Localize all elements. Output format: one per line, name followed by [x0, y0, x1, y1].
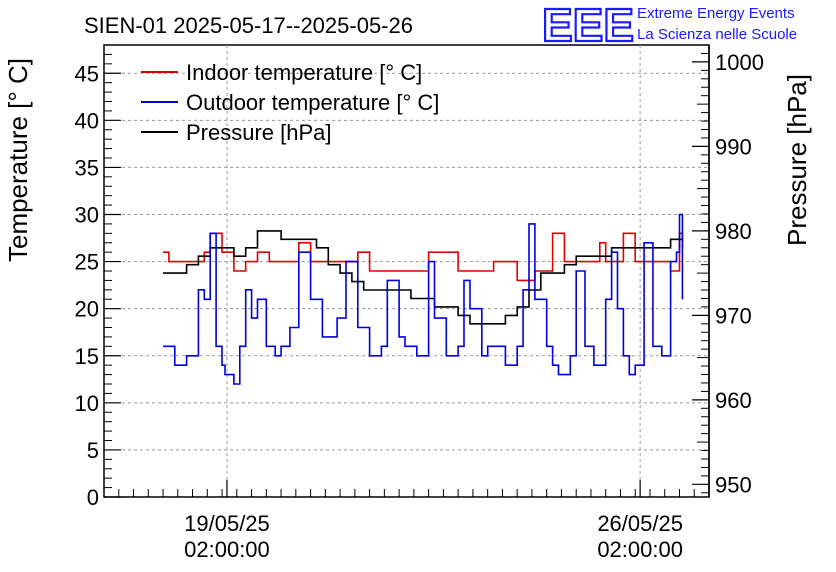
left-tick-label: 0 [87, 485, 99, 510]
left-tick-label: 45 [75, 61, 99, 86]
legend: Indoor temperature [° C] Outdoor tempera… [141, 60, 439, 145]
logo-line-1: Extreme Energy Events [637, 5, 795, 22]
logo-line-2: La Scienza nelle Scuole [637, 26, 797, 43]
right-axis: 950 960 970 980 990 1000 [692, 44, 764, 497]
legend-pressure-label: Pressure [hPa] [186, 120, 332, 145]
right-tick-label: 960 [715, 388, 752, 413]
chart-title: SIEN-01 2025-05-17--2025-05-26 [84, 13, 413, 38]
right-tick-label: 990 [715, 134, 752, 159]
legend-outdoor-label: Outdoor temperature [° C] [186, 90, 439, 115]
series-layer [163, 213, 684, 385]
left-axis: 0 5 10 15 20 25 30 35 40 45 [75, 53, 121, 510]
indoor-temperature-line [163, 232, 684, 282]
grid [104, 45, 709, 497]
eee-logo-icon: EEE [542, 0, 634, 51]
right-axis-label: Pressure [hPa] [782, 74, 812, 246]
left-tick-label: 25 [75, 250, 99, 275]
left-tick-label: 10 [75, 391, 99, 416]
left-axis-label: Temperature [° C] [3, 58, 33, 262]
left-tick-label: 40 [75, 108, 99, 133]
legend-indoor-label: Indoor temperature [° C] [186, 60, 422, 85]
left-tick-label: 20 [75, 297, 99, 322]
x-tick-time-label: 02:00:00 [597, 537, 683, 562]
x-tick-time-label: 02:00:00 [184, 537, 270, 562]
left-tick-label: 30 [75, 203, 99, 228]
left-tick-label: 35 [75, 155, 99, 180]
outdoor-temperature-line [163, 213, 684, 385]
x-tick-date-label: 19/05/25 [184, 511, 270, 536]
right-tick-label: 980 [715, 219, 752, 244]
right-tick-label: 970 [715, 303, 752, 328]
left-tick-label: 5 [87, 438, 99, 463]
right-tick-label: 950 [715, 472, 752, 497]
right-tick-label: 1000 [715, 50, 764, 75]
x-tick-date-label: 26/05/25 [597, 511, 683, 536]
pressure-line [163, 230, 684, 325]
left-tick-label: 15 [75, 344, 99, 369]
